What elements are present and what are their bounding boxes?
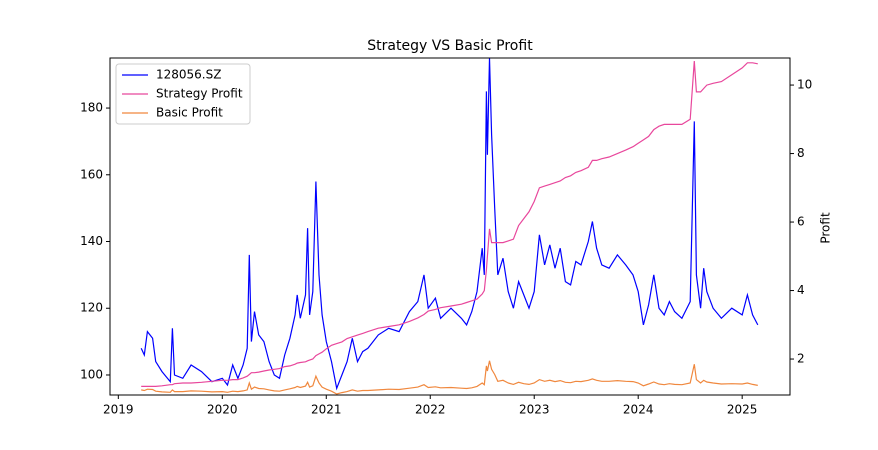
y2-axis-label: Profit (819, 212, 833, 244)
y2-tick-label: 2 (797, 352, 805, 366)
series-line (140, 57, 759, 391)
y-tick-label: 100 (80, 367, 103, 381)
y-tick-label: 120 (80, 301, 103, 315)
y-tick-label: 180 (80, 101, 103, 115)
chart-title: Strategy VS Basic Profit (367, 38, 533, 54)
x-tick-label: 2021 (311, 403, 342, 417)
legend-label: Strategy Profit (156, 87, 243, 101)
legend-label: Basic Profit (156, 106, 223, 120)
x-tick-label: 2020 (207, 403, 238, 417)
x-tick-label: 2022 (415, 403, 446, 417)
legend-box (115, 63, 251, 125)
y-tick-label: 140 (80, 234, 103, 248)
x-tick-label: 2023 (519, 403, 550, 417)
series-line (141, 61, 758, 387)
plot-frame (109, 57, 791, 396)
x-tick-label: 2025 (727, 403, 758, 417)
y-tick-label: 160 (80, 167, 103, 181)
legend-label: 128056.SZ (156, 68, 221, 82)
y2-tick-label: 10 (797, 78, 812, 92)
y2-tick-label: 4 (797, 283, 805, 297)
series-line (141, 360, 758, 395)
y2-tick-label: 6 (797, 215, 805, 229)
y2-tick-label: 8 (797, 146, 805, 160)
x-tick-label: 2019 (103, 403, 134, 417)
x-tick-label: 2024 (623, 403, 654, 417)
